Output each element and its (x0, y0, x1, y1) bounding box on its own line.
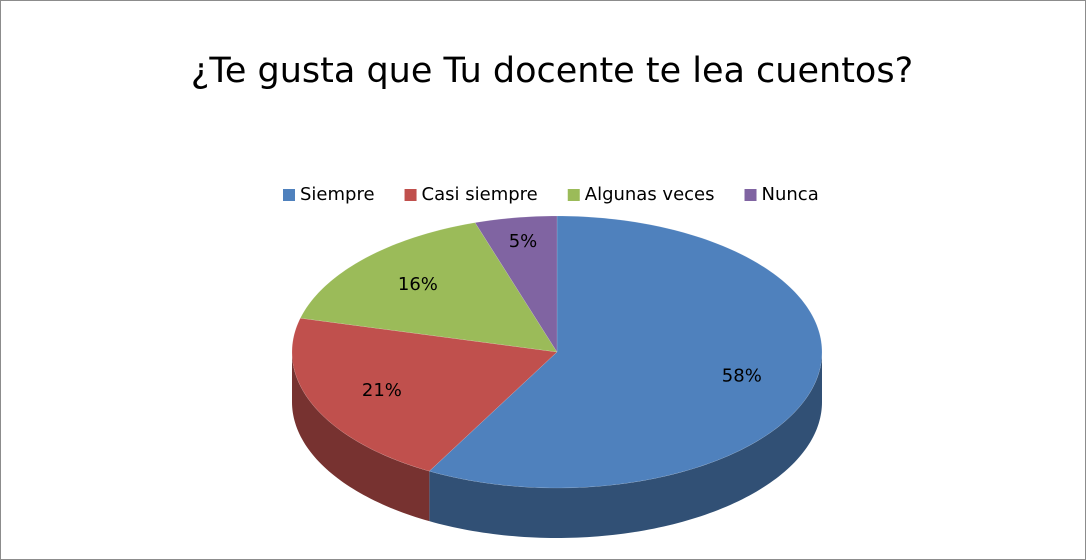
pie-slice-top (474, 215, 558, 353)
legend-swatch (567, 189, 580, 201)
legend-label: Siempre (300, 184, 375, 205)
pie-slice (428, 215, 823, 538)
legend-swatch (283, 189, 295, 201)
legend-swatch (404, 189, 417, 201)
chart-title: ¿Te gusta que Tu docente te lea cuentos? (191, 51, 913, 91)
pie-slice (299, 222, 558, 353)
data-label: 16% (398, 274, 438, 295)
pie-slice-side (429, 352, 822, 538)
pie-slice-top (299, 222, 558, 353)
legend-swatch (744, 189, 757, 201)
pie-slice-top (428, 215, 823, 489)
pie-slice-side (292, 352, 430, 522)
legend-label: Casi siempre (422, 184, 538, 205)
data-label: 58% (722, 365, 762, 386)
data-label: 5% (509, 231, 538, 252)
pie-slice (291, 317, 558, 522)
legend-label: Algunas veces (585, 184, 715, 205)
legend-label: Nunca (762, 184, 819, 205)
data-label: 21% (362, 380, 402, 401)
pie-slice-top (291, 317, 558, 472)
pie-slice (474, 215, 558, 353)
